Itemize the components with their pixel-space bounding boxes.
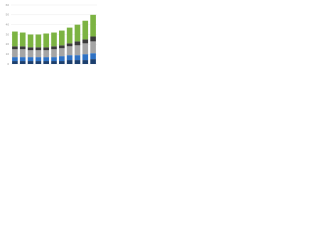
bar-segment [51, 61, 57, 64]
bar-segment [66, 60, 73, 64]
bar-segment [59, 45, 65, 49]
bar-segment [82, 20, 89, 40]
y-tick-label: 50 [6, 13, 10, 17]
bar-segment [74, 41, 81, 46]
bar-segment [19, 49, 26, 58]
bar-segment [59, 56, 65, 62]
bar-segment [43, 47, 49, 51]
bar-segment [90, 53, 96, 60]
bar-segment [90, 36, 96, 42]
bar-segment [12, 31, 18, 47]
page: {"chart_data": {"type": "bar", "stacked"… [0, 0, 100, 71]
bar-segment [27, 50, 34, 58]
bar-segment [51, 32, 57, 47]
bar-segment [35, 47, 42, 51]
bar-segment [19, 57, 26, 62]
bar-segment [51, 57, 57, 62]
bar-segment [27, 47, 34, 51]
bar-segment [66, 46, 73, 56]
bar-segment [82, 43, 89, 55]
bar-segment [59, 48, 65, 57]
bar-segment [66, 55, 73, 61]
bar-segment [43, 57, 49, 62]
bar-segment [19, 32, 26, 47]
bar-segment [43, 50, 49, 58]
bar-segment [74, 45, 81, 56]
bar-segment [82, 39, 89, 44]
y-tick-label: 20 [6, 42, 10, 46]
bar-segment [59, 30, 65, 46]
bar-segment [12, 61, 18, 64]
bar-segment [27, 57, 34, 62]
bar-segment [82, 60, 89, 64]
bar-segment [12, 49, 18, 58]
y-tick-label: 60 [6, 3, 10, 7]
bar-segment [74, 55, 81, 61]
bar-segment [90, 14, 96, 37]
bar-segment [27, 61, 34, 64]
bar-segment [59, 61, 65, 64]
bar-segment [19, 46, 26, 50]
bar-segment [74, 24, 81, 42]
bar-segment [51, 46, 57, 50]
bar-segment [27, 34, 34, 48]
bar-segment [12, 46, 18, 50]
bar-segment [90, 59, 96, 64]
bar-segment [66, 27, 73, 44]
bar-segment [43, 33, 49, 48]
bar-segment [82, 54, 89, 61]
bar-segment [35, 57, 42, 62]
bar-segment [66, 43, 73, 47]
bar-segment [90, 41, 96, 54]
bar-segment [12, 57, 18, 62]
y-tick-label: 10 [6, 52, 10, 56]
bar-segment [35, 61, 42, 64]
y-tick-label: 0 [7, 62, 9, 66]
bar-segment [19, 61, 26, 64]
y-tick-label: 40 [6, 22, 10, 26]
bar-segment [74, 60, 81, 64]
bar-segment [43, 61, 49, 64]
bar-segment [51, 49, 57, 58]
bar-segment [35, 50, 42, 58]
bar-segment [35, 34, 42, 48]
y-tick-label: 30 [6, 32, 10, 36]
chart: 0 10 20 30 40 50 60 [6, 3, 97, 66]
